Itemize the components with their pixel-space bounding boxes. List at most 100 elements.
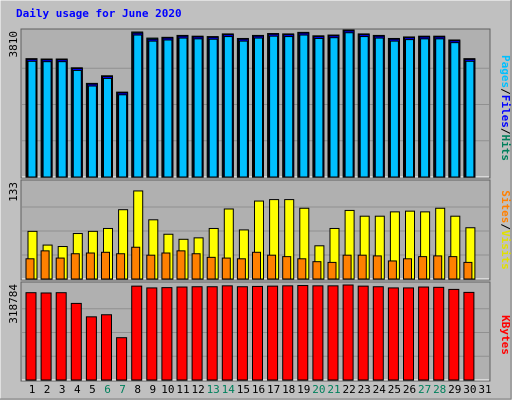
bar-pages [193,38,203,178]
x-day-label: 8 [134,383,141,396]
bar-sites [312,261,322,280]
bar-pages [374,37,384,178]
x-day-label: 20 [312,383,325,396]
bar-pages [450,42,460,178]
chart-title: Daily usage for June 2020 [16,7,182,20]
bar-kbytes [191,286,203,381]
bar-sites [403,258,412,280]
bar-sites [327,261,337,280]
bar-sites [342,254,352,280]
bar-kbytes [116,337,128,381]
bar-kbytes [342,284,354,381]
bar-pages [148,40,158,178]
legend-sites-visits: Sites/Visits [499,190,512,270]
x-day-label: 12 [191,383,204,396]
bar-pages [163,39,173,178]
bar-kbytes [372,286,384,381]
legend-visits: Visits [499,230,512,270]
bar-kbytes [131,285,143,381]
bar-sites [221,257,231,280]
x-day-label: 16 [252,383,265,396]
legend-sep: / [499,223,512,230]
legend-pages-files-hits: Pages/Files/Hits [499,55,512,161]
bar-pages [42,61,52,178]
bar-kbytes [70,302,82,381]
bar-sites [463,261,473,280]
bar-sites [448,256,458,280]
x-day-label: 31 [478,383,491,396]
legend-pages: Pages [499,55,512,88]
x-day-label: 28 [433,383,446,396]
bar-pages [435,38,445,178]
x-day-label: 25 [388,383,401,396]
bar-sites [116,253,126,280]
legend-kbytes: KBytes [499,315,512,355]
bar-kbytes [176,286,188,381]
x-day-label: 30 [463,383,476,396]
bar-kbytes [25,292,37,381]
bar-pages [254,37,263,178]
bar-pages [133,34,143,178]
x-day-label: 18 [282,383,295,396]
bar-sites [206,256,216,280]
bar-kbytes [327,285,339,381]
x-day-label: 21 [327,383,340,396]
bar-pages [103,77,112,178]
bar-kbytes [297,285,309,381]
panel-kbytes [20,281,491,382]
bar-pages [389,40,399,178]
bar-pages [284,36,294,178]
x-day-label: 15 [237,383,250,396]
bar-kbytes [221,285,233,381]
bar-pages [87,85,97,178]
bar-kbytes [357,285,369,381]
bar-sites [282,256,292,280]
bar-sites [297,258,307,280]
x-day-label: 10 [161,383,174,396]
bar-pages [420,38,430,178]
bar-sites [146,254,156,280]
x-day-label: 2 [44,383,51,396]
x-day-label: 17 [267,383,280,396]
bar-sites [55,257,65,280]
bar-pages [269,35,279,178]
bar-kbytes [85,316,97,381]
x-day-label: 4 [74,383,81,396]
bar-pages [208,38,218,178]
bar-sites [267,254,277,280]
bar-kbytes [433,286,445,381]
bar-kbytes [418,286,430,381]
bar-kbytes [55,292,67,381]
bar-kbytes [387,287,399,381]
bar-sites [252,251,261,280]
x-day-label: 13 [207,383,220,396]
bar-kbytes [267,285,279,381]
bar-kbytes [252,285,263,381]
bar-pages [178,37,188,178]
x-day-label: 3 [59,383,66,396]
x-day-label: 24 [373,383,387,396]
bar-pages [329,37,339,178]
legend-kbytes-label: KBytes [499,315,512,355]
x-day-label: 1 [29,383,36,396]
legend-sites: Sites [499,190,512,223]
x-day-label: 11 [176,383,189,396]
x-day-label: 7 [119,383,126,396]
x-day-label: 9 [149,383,156,396]
bar-kbytes [403,287,414,381]
bar-sites [101,251,110,280]
bar-sites [70,253,80,280]
bar-sites [387,260,397,280]
x-day-label: 26 [403,383,416,396]
x-day-label: 5 [89,383,96,396]
legend-sep: / [499,88,512,95]
x-day-label: 27 [418,383,431,396]
ymax-label-hits: 3810 [7,31,20,58]
bar-kbytes [161,287,173,381]
bar-sites [85,252,95,280]
bar-sites [161,252,171,280]
bar-sites [40,250,50,280]
bar-pages [359,36,369,178]
ymax-label-kbytes: 318784 [7,284,20,324]
